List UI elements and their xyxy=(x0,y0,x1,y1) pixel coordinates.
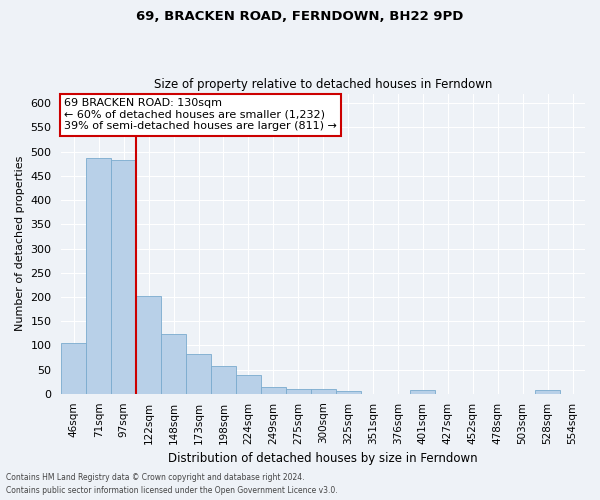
X-axis label: Distribution of detached houses by size in Ferndown: Distribution of detached houses by size … xyxy=(169,452,478,465)
Title: Size of property relative to detached houses in Ferndown: Size of property relative to detached ho… xyxy=(154,78,493,91)
Bar xyxy=(286,389,311,394)
Bar xyxy=(261,386,286,394)
Bar xyxy=(61,343,86,394)
Bar xyxy=(186,354,211,394)
Text: 69, BRACKEN ROAD, FERNDOWN, BH22 9PD: 69, BRACKEN ROAD, FERNDOWN, BH22 9PD xyxy=(136,10,464,23)
Text: 69 BRACKEN ROAD: 130sqm
← 60% of detached houses are smaller (1,232)
39% of semi: 69 BRACKEN ROAD: 130sqm ← 60% of detache… xyxy=(64,98,337,132)
Bar xyxy=(410,390,436,394)
Bar xyxy=(111,160,136,394)
Bar xyxy=(211,366,236,394)
Bar xyxy=(335,392,361,394)
Bar xyxy=(86,158,111,394)
Text: Contains HM Land Registry data © Crown copyright and database right 2024.
Contai: Contains HM Land Registry data © Crown c… xyxy=(6,474,338,495)
Bar xyxy=(311,389,335,394)
Bar xyxy=(535,390,560,394)
Y-axis label: Number of detached properties: Number of detached properties xyxy=(15,156,25,332)
Bar xyxy=(161,334,186,394)
Bar xyxy=(136,296,161,394)
Bar xyxy=(236,376,261,394)
